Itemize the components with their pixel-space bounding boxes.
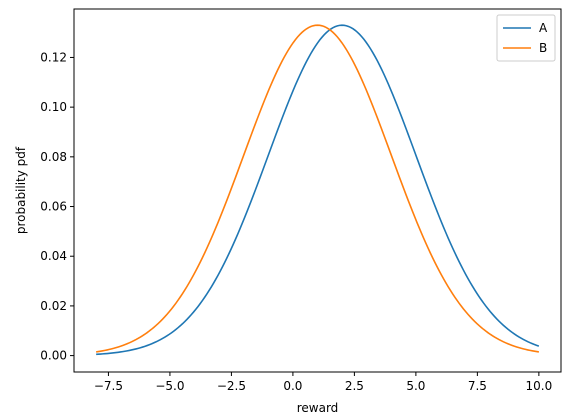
x-tick-label: 2.5 — [345, 379, 364, 393]
series-line-b — [96, 24, 539, 353]
x-tick-label: 5.0 — [406, 379, 425, 393]
y-tick-label: 0.06 — [40, 200, 67, 214]
plot-lines — [96, 24, 540, 356]
series-line-a — [96, 24, 540, 356]
y-axis-label: probability pdf — [14, 146, 28, 234]
x-tick-label: 7.5 — [468, 379, 487, 393]
legend-label-b: B — [539, 41, 547, 55]
legend-box — [496, 14, 556, 62]
legend-label-a: A — [539, 21, 548, 35]
x-tick-label: 10.0 — [526, 379, 553, 393]
x-tick-label: −2.5 — [217, 379, 246, 393]
x-axis-ticks: −7.5 −5.0 −2.5 0.0 2.5 5.0 7.5 10.0 — [94, 372, 552, 393]
x-tick-label: −5.0 — [155, 379, 184, 393]
y-tick-label: 0.02 — [40, 299, 67, 313]
x-tick-label: 0.0 — [283, 379, 302, 393]
y-axis-ticks: 0.00 0.02 0.04 0.06 0.08 0.10 0.12 — [40, 50, 74, 363]
legend: A B — [496, 14, 556, 62]
plot-frame — [73, 8, 562, 373]
x-tick-label: −7.5 — [94, 379, 123, 393]
y-tick-label: 0.12 — [40, 50, 67, 64]
x-axis-label: reward — [297, 401, 339, 415]
y-tick-label: 0.00 — [40, 349, 67, 363]
y-tick-label: 0.10 — [40, 100, 67, 114]
y-tick-label: 0.08 — [40, 150, 67, 164]
y-tick-label: 0.04 — [40, 249, 67, 263]
